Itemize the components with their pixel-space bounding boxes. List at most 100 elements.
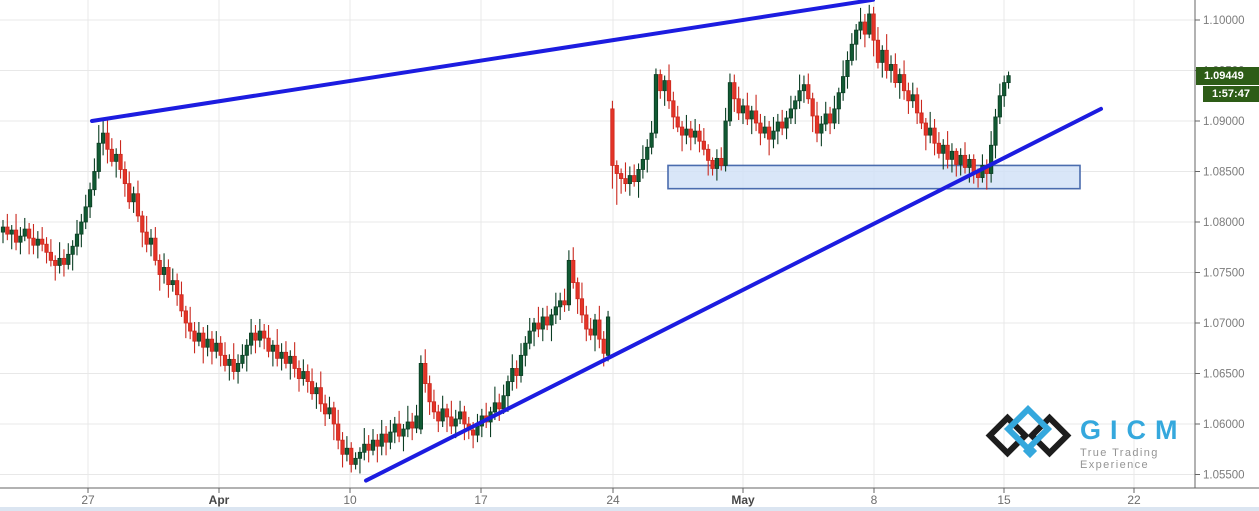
bear-candle: [283, 351, 289, 364]
price-axis-label: 1.10000: [1203, 15, 1245, 27]
bear-candle: [884, 49, 889, 71]
bull-candle: [949, 150, 955, 160]
bull-candle: [788, 108, 793, 119]
support-zone-rectangle[interactable]: [667, 164, 1081, 190]
bear-candle: [105, 132, 110, 150]
bull-candle: [257, 330, 262, 341]
bull-candle: [645, 146, 650, 160]
bull-candle: [784, 117, 789, 129]
bear-candle: [331, 407, 336, 425]
bear-candle: [122, 169, 127, 185]
bull-candle: [196, 332, 201, 342]
bear-candle: [153, 237, 158, 261]
bear-candle: [127, 183, 132, 203]
bear-candle: [292, 355, 297, 369]
bear-candle: [610, 108, 615, 166]
bear-candle: [431, 401, 437, 413]
bull-candle: [79, 221, 84, 235]
bull-candle: [832, 108, 837, 124]
bear-candle: [697, 130, 702, 142]
bull-candle: [566, 259, 571, 306]
bull-candle: [353, 457, 358, 465]
bear-candle: [906, 90, 911, 102]
bull-candle: [205, 338, 210, 348]
trendline-lower[interactable]: [364, 106, 1103, 483]
bear-candle: [562, 300, 567, 306]
trendline-upper[interactable]: [90, 0, 875, 123]
bear-candle: [706, 148, 711, 161]
bear-candle: [701, 140, 706, 150]
bear-candle: [584, 314, 589, 330]
bear-candle: [675, 116, 680, 128]
bull-candle: [87, 189, 93, 208]
bull-candle: [880, 49, 885, 63]
bull-candle: [801, 84, 807, 92]
bull-candle: [727, 82, 733, 122]
bull-candle: [492, 402, 497, 413]
bull-candle: [928, 127, 933, 136]
bear-candle: [619, 173, 624, 179]
bear-candle: [806, 84, 811, 100]
bear-candle: [349, 447, 354, 465]
price-axis-label: 1.07500: [1203, 268, 1245, 280]
bear-candle: [366, 443, 371, 451]
bear-candle: [827, 113, 833, 124]
bear-candle: [875, 39, 881, 63]
bear-candle: [423, 362, 428, 384]
bear-candle: [318, 387, 323, 405]
bull-candle: [57, 257, 62, 266]
bear-candle: [579, 298, 585, 316]
bull-candle: [527, 330, 532, 344]
bear-candle: [157, 259, 162, 275]
bull-candle: [114, 153, 119, 162]
bull-candle: [505, 381, 511, 397]
bear-candle: [175, 280, 180, 296]
bear-candle: [397, 423, 402, 437]
bull-candle: [379, 433, 384, 447]
bear-candle: [814, 115, 820, 134]
bear-candle: [601, 338, 606, 354]
bear-candle: [309, 381, 315, 395]
bear-candle: [732, 82, 737, 100]
price-axis-label: 1.07000: [1203, 318, 1245, 330]
bear-candle: [218, 342, 223, 356]
bull-candle: [66, 253, 71, 265]
bear-candle: [753, 110, 759, 124]
bull-candle: [867, 13, 872, 35]
bull-candle: [240, 354, 245, 364]
bull-candle: [475, 425, 480, 436]
brand-logo: GICM True Trading Experience: [985, 404, 1218, 471]
bull-candle: [235, 362, 241, 372]
bull-candle: [558, 300, 563, 308]
bear-candle: [5, 226, 10, 235]
bull-candle: [96, 142, 101, 172]
bull-candle: [540, 316, 545, 330]
bull-candle: [414, 415, 419, 429]
bull-candle: [749, 110, 754, 120]
bear-candle: [188, 322, 193, 332]
price-axis-label: 1.06000: [1203, 419, 1245, 431]
bull-candle: [649, 132, 654, 148]
bull-candle: [288, 355, 293, 364]
bear-candle: [954, 150, 959, 165]
bull-candle: [344, 447, 349, 455]
bull-candle: [762, 126, 767, 134]
bull-candle: [605, 316, 611, 356]
bull-candle: [854, 29, 859, 45]
bull-candle: [249, 332, 254, 346]
bear-candle: [575, 282, 580, 300]
bear-candle: [945, 144, 950, 160]
bear-candle: [427, 383, 432, 403]
bear-candle: [444, 408, 450, 418]
bull-candle: [418, 362, 423, 430]
bear-candle: [323, 403, 328, 415]
bear-candle: [296, 368, 302, 379]
bear-candle: [109, 148, 114, 162]
bull-candle: [627, 175, 632, 185]
bear-candle: [780, 121, 785, 129]
bear-candle: [962, 154, 968, 168]
logo-wordmark: GICM: [1080, 415, 1187, 445]
bear-candle: [632, 175, 637, 182]
bull-candle: [405, 421, 410, 430]
